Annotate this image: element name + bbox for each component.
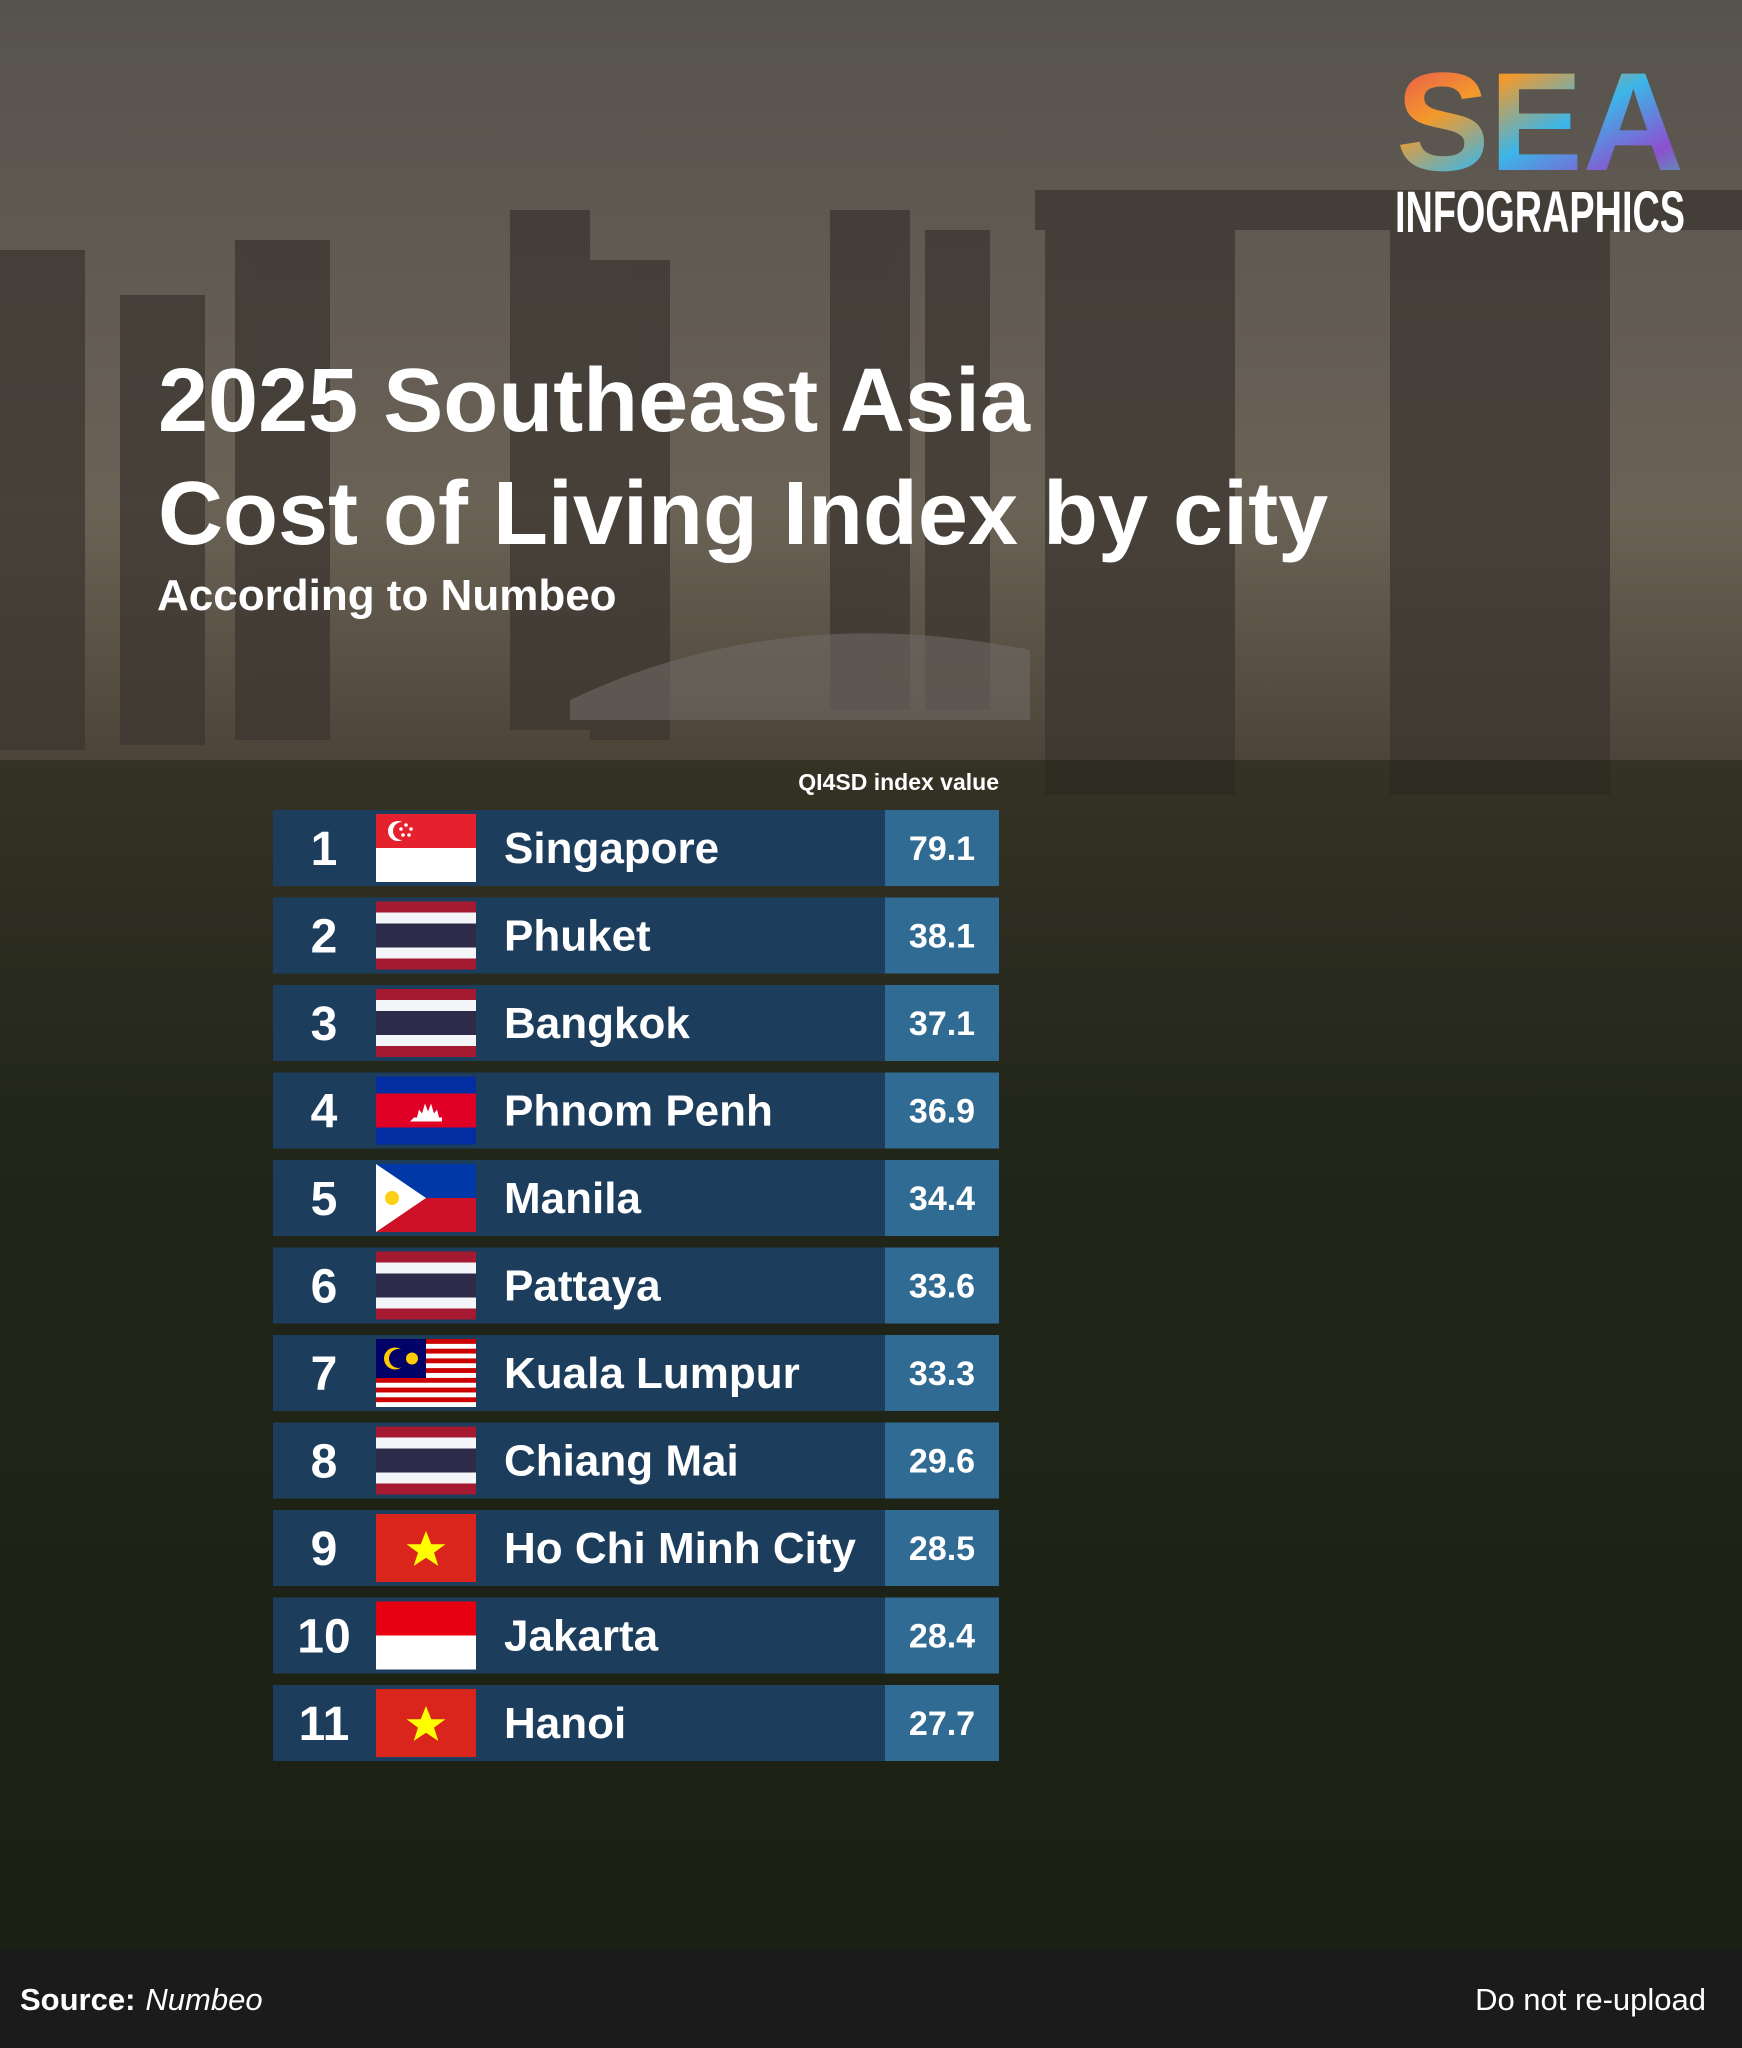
value: 36.9 — [909, 1093, 975, 1131]
flag — [376, 1514, 476, 1582]
city: Chiang Mai — [504, 1437, 739, 1486]
row-background — [273, 810, 885, 886]
logo-word: INFOGRAPHICS — [1395, 180, 1685, 245]
flag — [376, 1251, 476, 1320]
rank: 11 — [299, 1698, 350, 1751]
city: Manila — [504, 1174, 641, 1223]
flag — [376, 1339, 476, 1407]
row-background — [273, 1160, 885, 1236]
rank: 7 — [311, 1348, 338, 1401]
rank: 8 — [311, 1436, 338, 1489]
row-background — [273, 1335, 885, 1411]
flag — [376, 1689, 476, 1757]
rank: 3 — [311, 998, 338, 1051]
value-cell — [885, 1072, 999, 1149]
value: 38.1 — [909, 918, 975, 956]
value-cell — [885, 1247, 999, 1324]
value-cell — [885, 1335, 999, 1411]
value: 33.3 — [909, 1355, 975, 1393]
value: 79.1 — [909, 830, 975, 868]
source-label: Source: — [20, 1982, 135, 2017]
city: Bangkok — [504, 999, 690, 1048]
value-cell — [885, 810, 999, 886]
city: Ho Chi Minh City — [504, 1524, 856, 1573]
value: 34.4 — [909, 1180, 975, 1218]
table: 1 Singapore 79.1 2 Phuket 38.1 3 Bangkok 37.1 4 Ph… — [273, 810, 999, 1761]
value-cell — [885, 1510, 999, 1586]
flag — [376, 1601, 476, 1670]
rank: 10 — [297, 1611, 350, 1664]
value: 28.4 — [909, 1618, 975, 1656]
value: 27.7 — [909, 1705, 975, 1743]
value: 28.5 — [909, 1530, 975, 1568]
skyline — [0, 190, 1742, 795]
value-cell — [885, 1685, 999, 1761]
row-background — [273, 1247, 885, 1324]
flag — [376, 814, 476, 882]
flag — [376, 1076, 476, 1145]
title: 2025 Southeast Asia — [158, 351, 1031, 451]
flag — [376, 901, 476, 970]
row-background — [273, 1072, 885, 1149]
value: 37.1 — [909, 1005, 975, 1043]
city: Phnom Penh — [504, 1087, 773, 1136]
logo-mark: SEA — [1396, 43, 1684, 200]
rank: 2 — [311, 911, 338, 964]
column-header: QI4SD index value — [798, 769, 999, 795]
row-background — [273, 1510, 885, 1586]
footer — [0, 1949, 1742, 2048]
source: Numbeo — [145, 1982, 262, 2017]
value-cell — [885, 1422, 999, 1499]
title: Cost of Living Index by city — [158, 464, 1328, 564]
value: 29.6 — [909, 1443, 975, 1481]
city: Hanoi — [504, 1699, 626, 1748]
city: Phuket — [504, 912, 651, 961]
rank: 6 — [311, 1261, 338, 1314]
value-cell — [885, 985, 999, 1061]
flag — [376, 1164, 476, 1232]
value: 33.6 — [909, 1268, 975, 1306]
row-background — [273, 1597, 885, 1674]
value-cell — [885, 1160, 999, 1236]
value-cell — [885, 1597, 999, 1674]
rank: 9 — [311, 1523, 338, 1576]
dome — [570, 633, 1030, 720]
flag — [376, 989, 476, 1057]
city: Jakarta — [504, 1612, 659, 1661]
row-background — [273, 985, 885, 1061]
city: Pattaya — [504, 1262, 661, 1311]
row-background — [273, 897, 885, 974]
city: Singapore — [504, 824, 719, 873]
rank: 5 — [311, 1173, 338, 1226]
subtitle: According to Numbeo — [157, 571, 617, 620]
rank: 1 — [311, 823, 338, 876]
city: Kuala Lumpur — [504, 1349, 800, 1398]
value-cell — [885, 897, 999, 974]
row-background — [273, 1685, 885, 1761]
row-background — [273, 1422, 885, 1499]
flag — [376, 1426, 476, 1495]
notice: Do not re-upload — [1475, 1982, 1706, 2017]
rank: 4 — [311, 1086, 338, 1139]
